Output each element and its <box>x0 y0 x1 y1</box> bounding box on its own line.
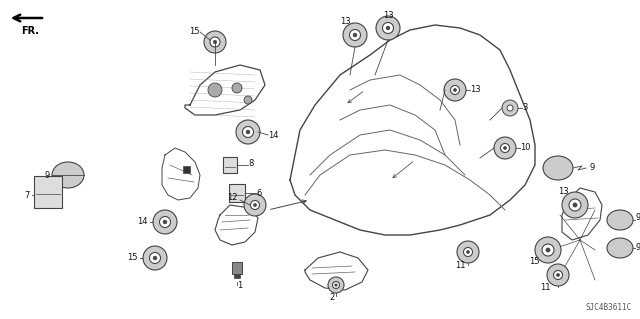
Circle shape <box>386 26 390 30</box>
Circle shape <box>246 130 250 134</box>
Circle shape <box>335 284 337 286</box>
Circle shape <box>153 210 177 234</box>
Circle shape <box>507 105 513 111</box>
Text: FR.: FR. <box>21 26 39 36</box>
Circle shape <box>210 37 220 47</box>
Circle shape <box>253 204 257 207</box>
Circle shape <box>453 88 456 92</box>
Text: 15: 15 <box>529 257 540 266</box>
Text: 15: 15 <box>127 254 138 263</box>
Bar <box>234 274 240 278</box>
Circle shape <box>573 203 577 207</box>
Circle shape <box>556 273 559 277</box>
Circle shape <box>159 217 170 227</box>
Circle shape <box>163 220 167 224</box>
Circle shape <box>463 248 472 256</box>
Text: 12: 12 <box>227 194 238 203</box>
Bar <box>183 166 190 173</box>
Circle shape <box>204 31 226 53</box>
Circle shape <box>554 271 563 279</box>
Text: 10: 10 <box>520 144 531 152</box>
Circle shape <box>451 85 460 94</box>
Circle shape <box>467 250 470 254</box>
Circle shape <box>547 264 569 286</box>
Circle shape <box>494 137 516 159</box>
Text: 9: 9 <box>635 243 640 253</box>
Circle shape <box>444 79 466 101</box>
Text: 8: 8 <box>248 159 253 167</box>
Circle shape <box>143 246 167 270</box>
Text: 9: 9 <box>635 213 640 222</box>
Circle shape <box>250 201 259 210</box>
Text: SJC4B3611C: SJC4B3611C <box>586 303 632 312</box>
Circle shape <box>542 244 554 256</box>
Circle shape <box>244 96 252 104</box>
Text: 9: 9 <box>589 164 595 173</box>
Circle shape <box>153 256 157 260</box>
Circle shape <box>546 248 550 252</box>
Circle shape <box>150 253 161 263</box>
Text: 13: 13 <box>557 188 568 197</box>
Ellipse shape <box>607 238 633 258</box>
Bar <box>223 157 237 173</box>
Text: 11: 11 <box>540 283 550 292</box>
Text: 14: 14 <box>138 218 148 226</box>
Text: 13: 13 <box>340 18 350 26</box>
Circle shape <box>500 144 509 152</box>
Circle shape <box>349 29 360 41</box>
Circle shape <box>353 33 357 37</box>
Circle shape <box>383 23 394 33</box>
Circle shape <box>232 83 242 93</box>
Circle shape <box>243 127 253 137</box>
Bar <box>232 262 242 274</box>
Circle shape <box>208 83 222 97</box>
Text: 3: 3 <box>522 103 527 113</box>
Circle shape <box>328 277 344 293</box>
Bar <box>229 184 245 202</box>
Text: 14: 14 <box>268 130 278 139</box>
Circle shape <box>213 40 217 44</box>
Circle shape <box>333 281 339 288</box>
Ellipse shape <box>543 156 573 180</box>
Circle shape <box>569 199 581 211</box>
Circle shape <box>562 192 588 218</box>
Circle shape <box>343 23 367 47</box>
Text: 2: 2 <box>330 293 335 302</box>
Text: 13: 13 <box>470 85 481 94</box>
Circle shape <box>236 120 260 144</box>
Circle shape <box>535 237 561 263</box>
Text: 15: 15 <box>189 27 200 36</box>
Text: 9: 9 <box>45 170 50 180</box>
Text: 1: 1 <box>237 280 243 290</box>
Text: 7: 7 <box>24 190 30 199</box>
Ellipse shape <box>52 162 84 188</box>
Circle shape <box>376 16 400 40</box>
Ellipse shape <box>607 210 633 230</box>
Circle shape <box>244 194 266 216</box>
Text: 13: 13 <box>383 11 394 19</box>
Text: 6: 6 <box>256 189 261 197</box>
Bar <box>34 176 62 208</box>
Circle shape <box>504 146 507 150</box>
Circle shape <box>502 100 518 116</box>
Text: 11: 11 <box>455 261 465 270</box>
Circle shape <box>457 241 479 263</box>
